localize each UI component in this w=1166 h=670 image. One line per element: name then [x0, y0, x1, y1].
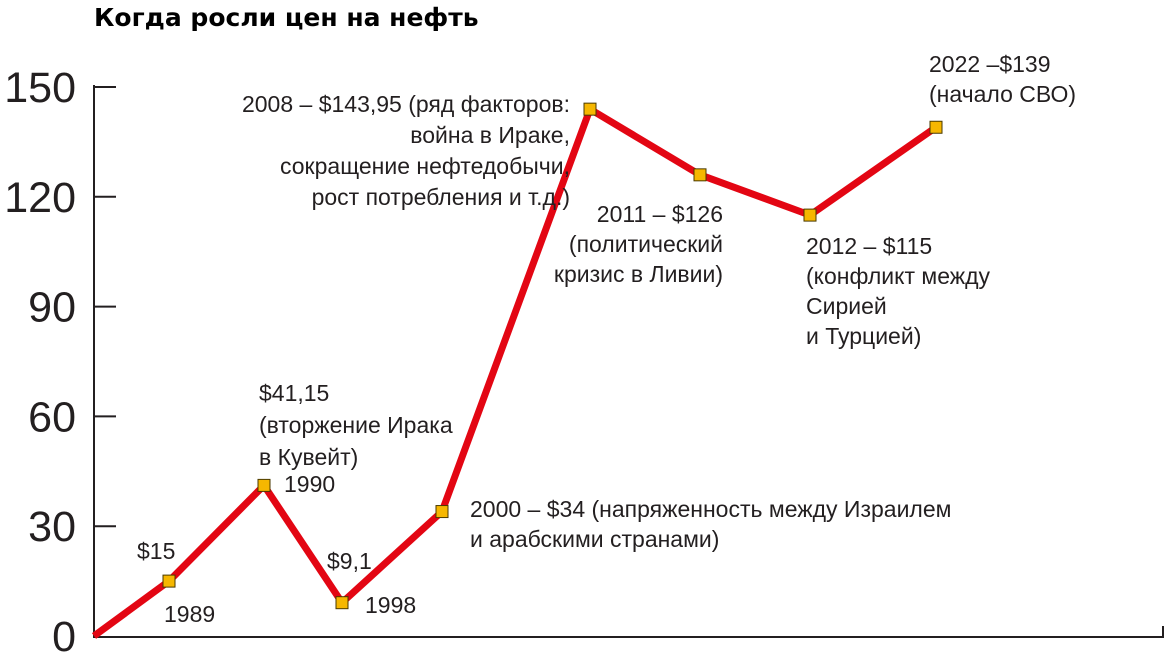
y-tick-label: 150: [4, 64, 76, 112]
series-group: [91, 102, 943, 639]
annotation-p2012-line: (конфликт между: [806, 263, 991, 289]
annotation-p2022-line: (начало СВО): [929, 81, 1076, 107]
annotation-p2000-line: и арабскими странами): [470, 526, 719, 552]
data-point-marker: [162, 574, 176, 588]
annotation-p2012-line: Сирией: [806, 293, 887, 319]
y-tick-label: 90: [28, 284, 76, 332]
annotation-p2011-line: кризис в Ливии): [554, 261, 723, 287]
annotation-p1989-year-line: 1989: [164, 601, 215, 627]
y-tick-label: 30: [28, 503, 76, 551]
annotation-p2022-line: 2022 –$139: [929, 51, 1051, 77]
annotation-p1990-price-line: в Кувейт): [259, 444, 358, 470]
chart-title: Когда росли цен на нефть: [94, 3, 479, 32]
annotation-p1990-price-line: $41,15: [259, 380, 329, 406]
annotation-p2008-line: война в Ираке,: [410, 122, 570, 148]
data-point-marker: [583, 102, 597, 116]
data-point-marker: [929, 120, 943, 134]
y-tick-label: 0: [52, 613, 76, 661]
y-tick-label: 60: [28, 393, 76, 441]
annotation-p1998-year-line: 1998: [365, 592, 416, 618]
y-ticks: 0 30 60 90 120 150: [4, 64, 116, 661]
annotation-p2011-line: (политический: [569, 231, 723, 257]
data-point-marker: [803, 208, 817, 222]
y-tick-label: 120: [4, 174, 76, 222]
annotation-p2012-line: и Турцией): [806, 323, 921, 349]
annotation-p2011-line: 2011 – $126: [597, 201, 723, 227]
data-point-marker: [257, 478, 271, 492]
annotation-p1990-year-line: 1990: [284, 471, 335, 497]
annotation-p1998-price-line: $9,1: [327, 548, 372, 574]
annotation-p1990-price-line: (вторжение Ирака: [259, 412, 453, 438]
annotation-p2000-line: 2000 – $34 (напряженность между Израилем: [470, 496, 951, 522]
data-point-marker: [693, 168, 707, 182]
annotation-p2008-line: сокращение нефтедобычи,: [280, 153, 570, 179]
data-point-marker: [435, 505, 449, 519]
data-point-marker: [335, 596, 349, 610]
annotation-p1989-price-line: $15: [137, 538, 175, 564]
annotation-p2012-line: 2012 – $115: [806, 233, 932, 259]
annotation-p2008-line: рост потребления и т.д.): [312, 184, 570, 210]
annotation-p2008-line: 2008 – $143,95 (ряд факторов:: [242, 91, 570, 117]
